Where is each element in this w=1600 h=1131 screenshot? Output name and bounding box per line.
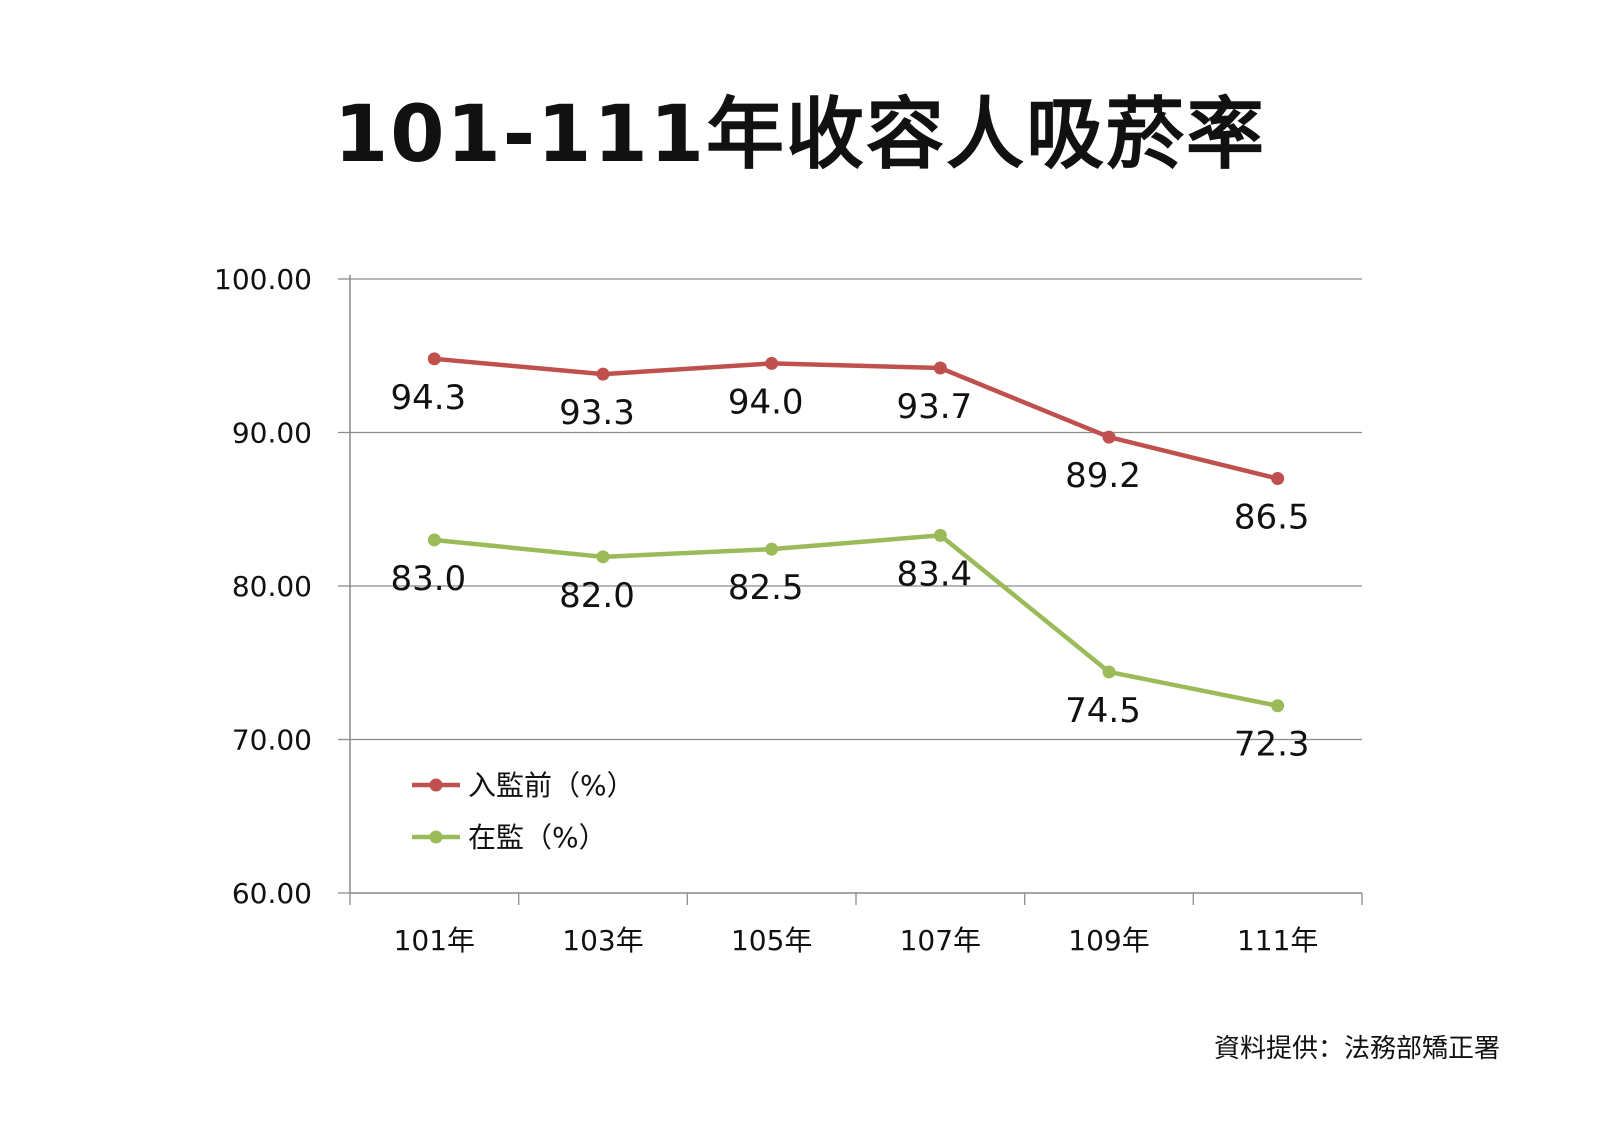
y-tick-label: 100.00 <box>214 263 312 296</box>
x-tick-label: 109年 <box>1068 924 1149 957</box>
series-2: 83.0 82.0 82.5 83.4 74.5 72.3 <box>390 528 1310 765</box>
chart-title: 101-111年收容人吸菸率 <box>333 90 1266 180</box>
y-tick-label: 70.00 <box>232 724 312 757</box>
data-point <box>427 352 441 366</box>
y-tick-label: 60.00 <box>232 877 312 910</box>
gridlines <box>338 278 1362 894</box>
data-label: 89.2 <box>1065 456 1141 496</box>
data-point <box>596 550 610 564</box>
x-tick-label: 101年 <box>394 924 475 957</box>
legend-swatch-marker <box>429 830 443 844</box>
data-label: 93.7 <box>896 387 972 427</box>
data-point <box>933 528 947 542</box>
data-label: 72.3 <box>1234 725 1310 765</box>
data-point <box>765 542 779 556</box>
y-tick-label: 90.00 <box>232 417 312 450</box>
x-tick-label: 103年 <box>562 924 643 957</box>
legend-label: 在監（%） <box>468 821 607 854</box>
series-line <box>434 356 1279 481</box>
source-note: 資料提供：法務部矯正署 <box>1213 1034 1500 1064</box>
data-label: 82.0 <box>559 576 635 616</box>
data-label: 93.3 <box>559 393 635 433</box>
data-point <box>1102 665 1116 679</box>
data-label: 74.5 <box>1065 691 1141 731</box>
legend-item: 入監前（%） <box>412 769 635 802</box>
series-1: 94.3 93.3 94.0 93.7 89.2 86.5 <box>390 352 1310 538</box>
data-label: 86.5 <box>1234 498 1310 538</box>
legend-swatch-marker <box>429 778 443 792</box>
x-tick-label: 111年 <box>1237 924 1318 957</box>
legend-label: 入監前（%） <box>468 769 635 802</box>
data-label: 94.3 <box>390 378 466 418</box>
data-label: 83.0 <box>390 559 466 599</box>
data-point <box>1271 699 1285 713</box>
x-axis-ticks <box>349 893 1363 905</box>
legend-item: 在監（%） <box>412 821 607 854</box>
x-axis-tick-labels: 101年 103年 105年 107年 109年 111年 <box>394 924 1319 957</box>
data-label: 83.4 <box>896 554 972 594</box>
data-point <box>1271 472 1285 486</box>
data-point <box>1102 430 1116 444</box>
data-point <box>596 367 610 381</box>
legend: 入監前（%） 在監（%） <box>412 769 635 854</box>
x-tick-label: 105年 <box>731 924 812 957</box>
data-label: 94.0 <box>728 382 804 422</box>
series-layer: 94.3 93.3 94.0 93.7 89.2 86.5 83.0 82.0 82.5 83.4… <box>390 352 1310 765</box>
series-line <box>434 533 1279 708</box>
data-label: 82.5 <box>728 568 804 608</box>
y-tick-label: 80.00 <box>232 570 312 603</box>
x-tick-label: 107年 <box>900 924 981 957</box>
data-point <box>765 356 779 370</box>
data-point <box>933 361 947 375</box>
data-point <box>427 533 441 547</box>
y-axis-tick-labels: 60.00 70.00 80.00 90.00 100.00 <box>214 263 312 910</box>
